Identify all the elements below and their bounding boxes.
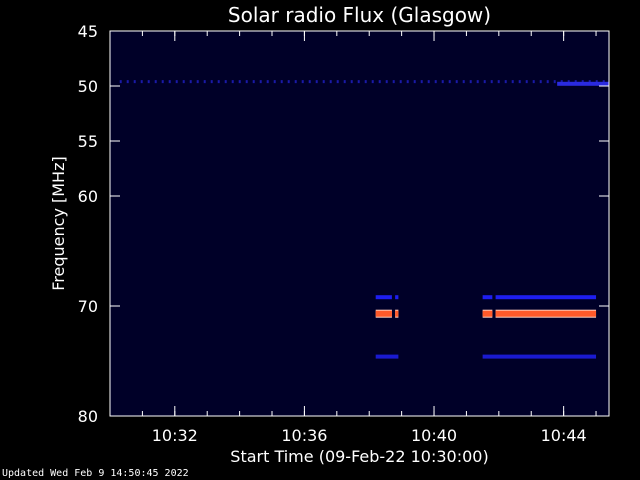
y-tick-label: 80 <box>78 407 98 426</box>
spectrogram-band <box>375 295 392 300</box>
x-axis-label: Start Time (09-Feb-22 10:30:00) <box>230 447 488 466</box>
spectrogram-band <box>482 310 493 317</box>
y-axis-label: Frequency [MHz] <box>49 156 68 290</box>
spectrogram-band <box>557 81 609 86</box>
plot-frame <box>109 30 610 417</box>
spectrogram-bands <box>119 80 609 359</box>
y-tick-label: 60 <box>78 187 98 206</box>
y-tick-label: 50 <box>78 77 98 96</box>
spectrogram-band <box>495 310 597 317</box>
updated-timestamp: Updated Wed Feb 9 14:50:45 2022 <box>2 468 189 479</box>
spectrogram-band <box>482 354 597 359</box>
x-tick-label: 10:32 <box>152 426 198 445</box>
y-axis: 45 50 55 60 70 80 <box>78 22 609 426</box>
y-tick-label: 55 <box>78 132 98 151</box>
spectrogram-band <box>375 354 399 359</box>
spectrogram-band <box>482 295 493 300</box>
plot-area <box>110 31 609 416</box>
spectrogram-band <box>395 310 399 317</box>
y-tick-label: 45 <box>78 22 98 41</box>
spectrogram-band <box>375 310 392 317</box>
x-tick-label: 10:44 <box>541 426 587 445</box>
x-axis: 10:32 10:36 10:40 10:44 <box>109 31 597 445</box>
spectrogram-band <box>495 295 597 300</box>
x-tick-label: 10:36 <box>281 426 327 445</box>
y-tick-label: 70 <box>78 297 98 316</box>
chart-title: Solar radio Flux (Glasgow) <box>228 3 491 27</box>
x-tick-label: 10:40 <box>411 426 457 445</box>
spectrogram-band <box>395 295 399 300</box>
